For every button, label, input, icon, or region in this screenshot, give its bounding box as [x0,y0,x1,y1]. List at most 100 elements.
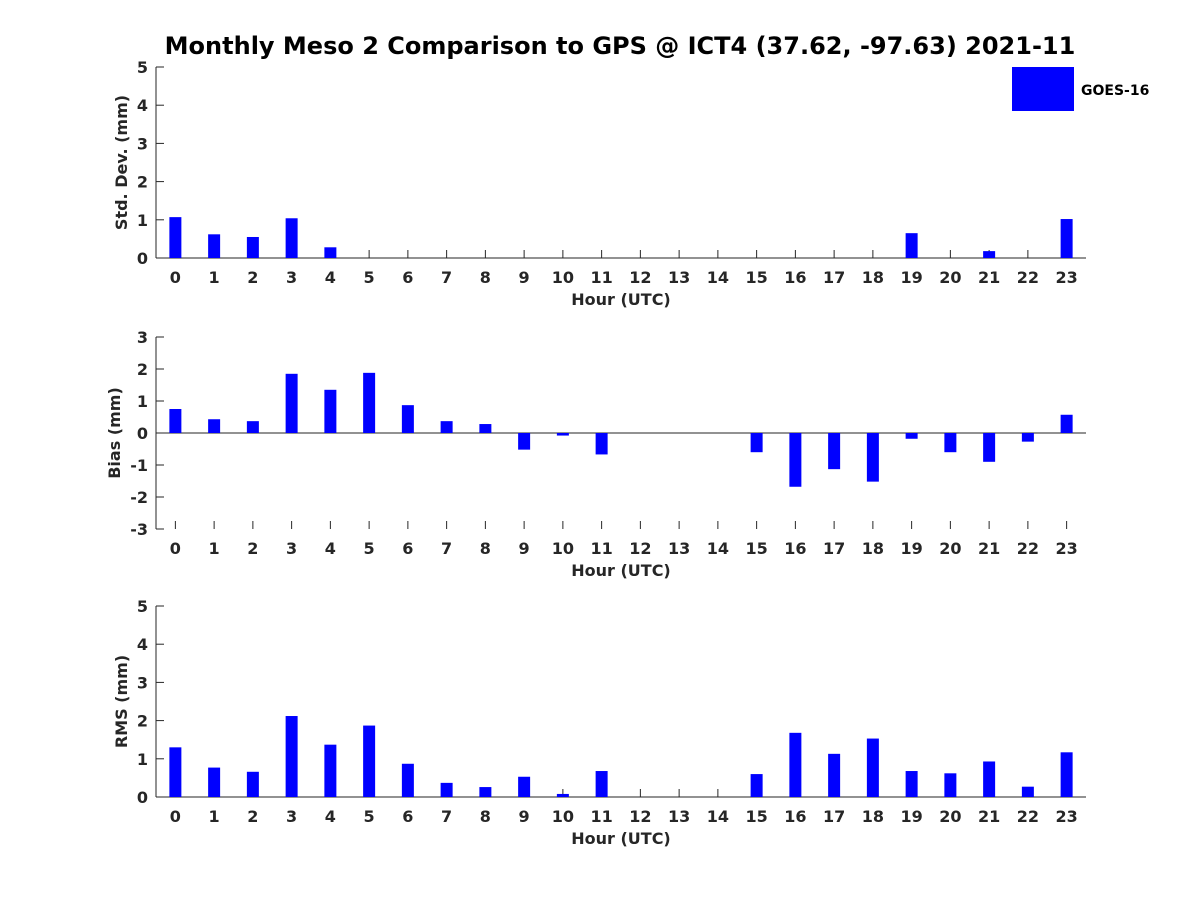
bar [169,747,182,797]
bar [363,372,376,433]
y-tick-label: 2 [137,712,148,731]
x-tick-label: 23 [1055,807,1077,826]
x-tick-label: 16 [784,268,806,287]
legend-label: GOES-16 [1081,83,1149,99]
bar [208,419,221,433]
y-tick-label: 1 [137,392,148,411]
x-tick-label: 23 [1055,539,1077,558]
bar [324,389,337,433]
bar [905,433,918,439]
x-tick-label: 11 [590,268,612,287]
bar [944,773,957,797]
x-tick-label: 16 [784,807,806,826]
x-axis-label: Hour (UTC) [571,829,671,848]
y-tick-label: 0 [137,424,148,443]
x-tick-label: 17 [823,807,845,826]
legend-swatch [1012,67,1074,111]
y-tick-label: -2 [130,488,148,507]
x-tick-label: 16 [784,539,806,558]
y-axis-label: Bias (mm) [105,387,124,479]
x-tick-label: 22 [1017,268,1039,287]
bar [828,753,841,797]
bar [556,793,569,797]
x-tick-label: 14 [707,268,729,287]
x-tick-label: 10 [552,807,574,826]
x-tick-label: 2 [247,268,258,287]
x-tick-label: 21 [978,539,1000,558]
x-tick-label: 12 [629,539,651,558]
x-tick-label: 9 [519,807,530,826]
y-tick-label: 0 [137,788,148,807]
x-tick-label: 22 [1017,807,1039,826]
x-tick-label: 19 [900,539,922,558]
bar [828,433,841,470]
bar [518,433,531,450]
bar [208,767,221,797]
bar [1021,786,1034,797]
x-tick-label: 9 [519,539,530,558]
x-tick-label: 2 [247,807,258,826]
y-tick-label: 5 [137,597,148,616]
y-tick-label: 3 [137,328,148,347]
x-tick-label: 10 [552,539,574,558]
y-tick-label: 0 [137,249,148,268]
x-tick-label: 15 [745,807,767,826]
x-tick-label: 19 [900,807,922,826]
y-tick-label: 1 [137,750,148,769]
y-tick-label: -3 [130,520,148,539]
x-tick-label: 12 [629,807,651,826]
bar [324,247,337,258]
x-tick-label: 18 [862,539,884,558]
bar [479,424,492,433]
x-tick-label: 5 [364,268,375,287]
bar [169,409,182,433]
x-tick-label: 21 [978,807,1000,826]
x-tick-label: 0 [170,807,181,826]
x-tick-label: 11 [590,539,612,558]
x-tick-label: 7 [441,539,452,558]
bar [285,218,298,258]
x-tick-label: 0 [170,268,181,287]
x-tick-label: 7 [441,807,452,826]
x-tick-label: 17 [823,268,845,287]
y-tick-label: 3 [137,673,148,692]
bar [1021,433,1034,442]
bar [246,771,259,797]
bar [556,433,569,436]
x-tick-label: 2 [247,539,258,558]
x-tick-label: 5 [364,807,375,826]
x-tick-label: 15 [745,268,767,287]
x-tick-label: 1 [209,807,220,826]
y-tick-label: -1 [130,456,148,475]
bar [750,774,763,797]
chart-title: Monthly Meso 2 Comparison to GPS @ ICT4 … [165,32,1076,60]
x-tick-label: 6 [402,807,413,826]
x-tick-label: 13 [668,539,690,558]
bar [866,433,879,482]
x-tick-label: 0 [170,539,181,558]
x-tick-label: 23 [1055,268,1077,287]
x-tick-label: 5 [364,539,375,558]
x-tick-label: 1 [209,268,220,287]
x-tick-label: 8 [480,268,491,287]
bar [324,744,337,797]
x-tick-label: 8 [480,539,491,558]
legend: GOES-16 [1012,67,1149,111]
x-tick-label: 10 [552,268,574,287]
x-tick-label: 11 [590,807,612,826]
y-tick-label: 5 [137,58,148,77]
x-tick-label: 20 [939,807,961,826]
x-tick-label: 20 [939,268,961,287]
x-axis-label: Hour (UTC) [571,561,671,580]
x-tick-label: 4 [325,807,336,826]
y-tick-label: 2 [137,360,148,379]
bar [944,433,957,453]
bar [208,234,221,258]
bar [789,433,802,487]
x-tick-label: 1 [209,539,220,558]
x-tick-label: 21 [978,268,1000,287]
